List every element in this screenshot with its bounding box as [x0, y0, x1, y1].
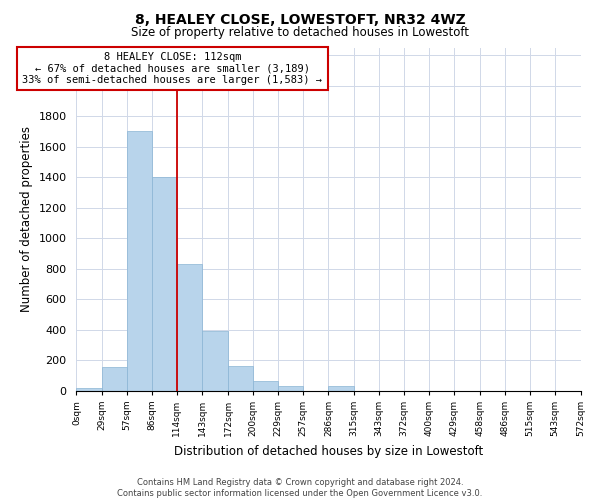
Bar: [328, 386, 354, 391]
Text: 8, HEALEY CLOSE, LOWESTOFT, NR32 4WZ: 8, HEALEY CLOSE, LOWESTOFT, NR32 4WZ: [134, 12, 466, 26]
Bar: [253, 381, 278, 391]
Bar: [278, 386, 303, 391]
Bar: [152, 177, 177, 391]
Bar: [228, 366, 253, 391]
Bar: [76, 388, 102, 391]
Bar: [102, 367, 127, 391]
Text: 8 HEALEY CLOSE: 112sqm
← 67% of detached houses are smaller (3,189)
33% of semi-: 8 HEALEY CLOSE: 112sqm ← 67% of detached…: [22, 52, 322, 86]
X-axis label: Distribution of detached houses by size in Lowestoft: Distribution of detached houses by size …: [174, 444, 483, 458]
Text: Size of property relative to detached houses in Lowestoft: Size of property relative to detached ho…: [131, 26, 469, 39]
Y-axis label: Number of detached properties: Number of detached properties: [20, 126, 33, 312]
Bar: [202, 332, 228, 391]
Text: Contains HM Land Registry data © Crown copyright and database right 2024.
Contai: Contains HM Land Registry data © Crown c…: [118, 478, 482, 498]
Bar: [177, 264, 202, 391]
Bar: [127, 132, 152, 391]
